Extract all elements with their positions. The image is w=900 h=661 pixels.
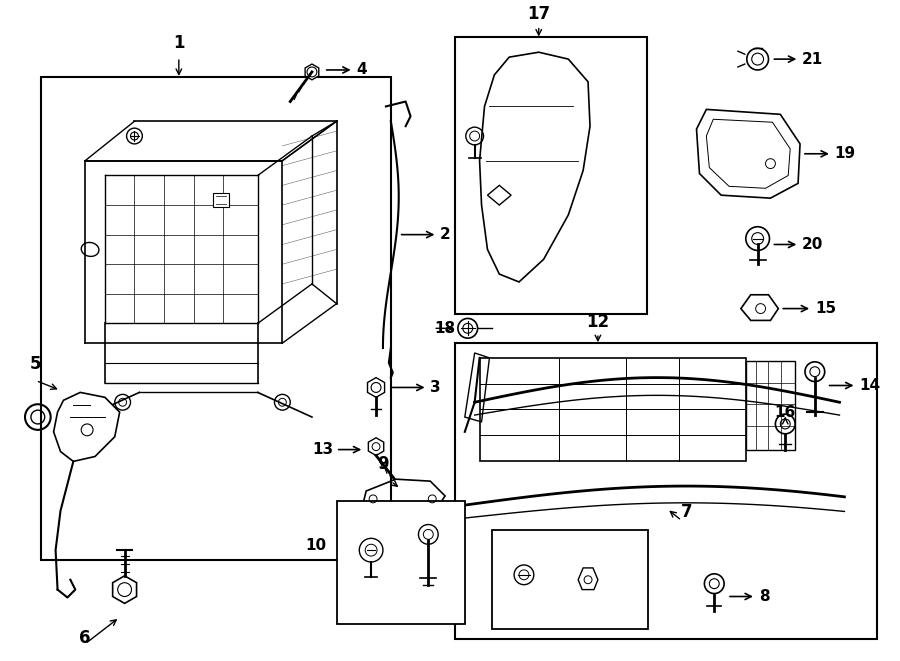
Bar [454,343,877,639]
Text: 8: 8 [730,589,770,604]
Bar [337,501,464,624]
Text: 15: 15 [783,301,836,316]
Bar [213,193,230,207]
Text: 1: 1 [173,34,184,52]
Polygon shape [368,438,383,455]
Polygon shape [305,64,319,80]
Bar [454,38,647,313]
Text: 5: 5 [30,355,41,373]
Text: 19: 19 [805,146,856,161]
Polygon shape [367,377,384,397]
Text: 13: 13 [312,442,360,457]
Text: 10: 10 [306,538,327,553]
Polygon shape [54,393,120,461]
Text: 9: 9 [377,455,389,473]
Text: 21: 21 [774,52,824,67]
Text: 7: 7 [680,502,692,521]
Bar [480,358,746,461]
Text: 11: 11 [509,602,530,617]
Polygon shape [112,576,137,603]
Text: 12: 12 [586,313,609,331]
Text: 3: 3 [392,380,441,395]
Text: 16: 16 [775,405,796,420]
Bar [746,361,795,449]
Text: 4: 4 [327,62,367,77]
Bar [40,77,391,560]
Text: 14: 14 [830,378,880,393]
Text: 17: 17 [527,5,550,22]
Bar [492,530,648,629]
Text: 20: 20 [774,237,824,252]
Text: 2: 2 [401,227,451,242]
Text: 6: 6 [79,629,91,647]
Text: 18: 18 [435,321,456,336]
